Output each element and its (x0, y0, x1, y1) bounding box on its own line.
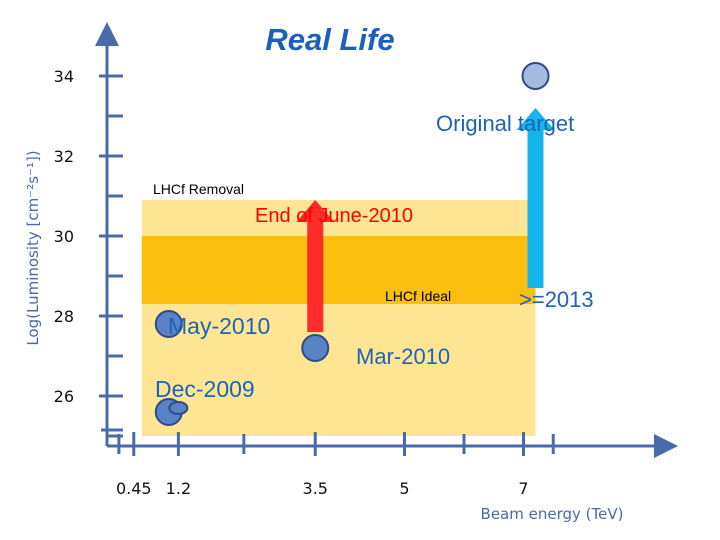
y-tick-label: 30 (54, 227, 74, 246)
y-axis-arrowhead (95, 22, 119, 46)
year-2013-label: >=2013 (519, 287, 594, 312)
dec-2009-label: Dec-2009 (155, 376, 255, 402)
y-tick-label: 26 (54, 387, 74, 406)
x-axis-arrowhead (654, 434, 678, 458)
chart-title: Real Life (265, 22, 394, 57)
lhcf-removal-label: LHCf Removal (153, 181, 244, 197)
data-point-may-2010 (154, 310, 183, 338)
x-tick-label: 0.45 (116, 479, 152, 498)
y-axis-label: Log(Luminosity [cm⁻²s⁻¹]) (24, 150, 42, 345)
y-tick-label: 34 (54, 67, 74, 86)
x-tick-label: 1.2 (166, 479, 191, 498)
y-tick-label: 32 (54, 147, 74, 166)
end-of-june-label: End of June-2010 (255, 205, 413, 227)
year-2013-arrow (516, 108, 555, 288)
x-tick-label: 5 (399, 479, 409, 498)
end-of-june-band (141, 236, 536, 304)
data-point-original-target (521, 62, 550, 90)
may-2010-label: May-2010 (168, 313, 270, 339)
original-target-label: Original target (436, 111, 574, 136)
x-tick-label: 3.5 (303, 479, 328, 498)
y-tick-label: 28 (54, 307, 74, 326)
lhcf-ideal-arrow (296, 200, 335, 332)
x-tick-label: 7 (518, 479, 528, 498)
x-axis-label: Beam energy (TeV) (481, 505, 624, 523)
small-data-point (168, 401, 189, 415)
lhcf-ideal-label: LHCf Ideal (385, 288, 451, 304)
data-point-mar-2010 (301, 334, 330, 362)
mar-2010-label: Mar-2010 (356, 344, 450, 369)
